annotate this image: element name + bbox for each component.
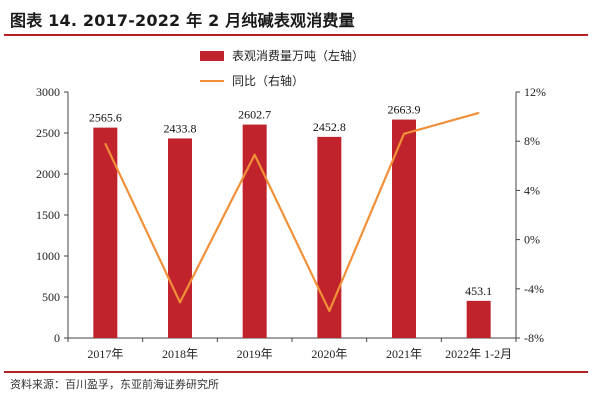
left-tick-label: 2000 <box>36 167 60 181</box>
yoy-point <box>179 301 181 304</box>
left-tick-label: 500 <box>42 290 60 304</box>
right-tick-label: 12% <box>524 85 546 99</box>
right-tick-label: 4% <box>524 183 540 197</box>
yoy-point <box>477 112 480 114</box>
left-tick-label: 3000 <box>36 85 60 99</box>
bar <box>466 300 491 338</box>
x-tick-label: 2019年 <box>237 347 273 361</box>
right-tick-label: 8% <box>524 134 540 148</box>
figure-header: 图表 14. 2017-2022 年 2 月纯碱表观消费量 <box>0 0 592 34</box>
left-tick-label: 1500 <box>36 208 60 222</box>
left-tick-label: 1000 <box>36 249 60 263</box>
chart-axes: 0 500 1000 1500 2000 2500 3000 -8% -4% 0% 4% 8% 12% 2… <box>36 85 546 361</box>
yoy-point <box>403 133 405 135</box>
bar <box>242 124 267 338</box>
title-divider <box>4 34 588 36</box>
bar <box>168 138 192 338</box>
legend-bar-swatch <box>200 51 224 61</box>
x-tick-label: 2022年 1-2月 <box>445 347 512 361</box>
line-series <box>104 111 480 313</box>
bar-value-label: 2433.8 <box>164 121 197 135</box>
right-tick-label: -8% <box>524 331 544 345</box>
yoy-point <box>328 310 331 312</box>
right-tick-label: -4% <box>524 282 544 296</box>
bar-value-label: 2663.9 <box>388 103 421 117</box>
consumption-chart: 表观消费量万吨（左轴） 同比（右轴） 0 500 1000 1500 2000 2500 3… <box>36 48 546 361</box>
right-tick-label: 0% <box>524 233 540 247</box>
figure-title: 图表 14. 2017-2022 年 2 月纯碱表观消费量 <box>10 11 355 30</box>
bar <box>317 136 342 338</box>
bar <box>392 119 416 338</box>
x-tick-label: 2020年 <box>311 347 347 361</box>
x-tick-label: 2021年 <box>386 347 422 361</box>
data-labels: 2565.6 2433.8 2602.7 2452.8 2663.9 453.1 <box>89 103 492 298</box>
bar-value-label: 2602.7 <box>238 108 271 122</box>
source-note: 资料来源：百川盈孚，东亚前海证券研究所 <box>10 378 219 391</box>
yoy-line <box>104 111 479 313</box>
left-tick-label: 2500 <box>36 126 60 140</box>
chart-legend: 表观消费量万吨（左轴） 同比（右轴） <box>200 48 364 88</box>
bar-value-label: 2452.8 <box>313 120 346 134</box>
x-tick-label: 2018年 <box>162 347 198 361</box>
left-tick-label: 0 <box>54 331 60 345</box>
legend-line-label: 同比（右轴） <box>232 73 304 88</box>
yoy-point <box>104 142 107 145</box>
source-divider <box>4 371 588 373</box>
bar-value-label: 2565.6 <box>89 111 122 125</box>
bar-series <box>93 119 491 339</box>
bar-value-label: 453.1 <box>465 284 492 298</box>
legend-bar-label: 表观消费量万吨（左轴） <box>232 48 364 63</box>
yoy-point <box>253 153 256 156</box>
x-tick-label: 2017年 <box>87 347 123 361</box>
